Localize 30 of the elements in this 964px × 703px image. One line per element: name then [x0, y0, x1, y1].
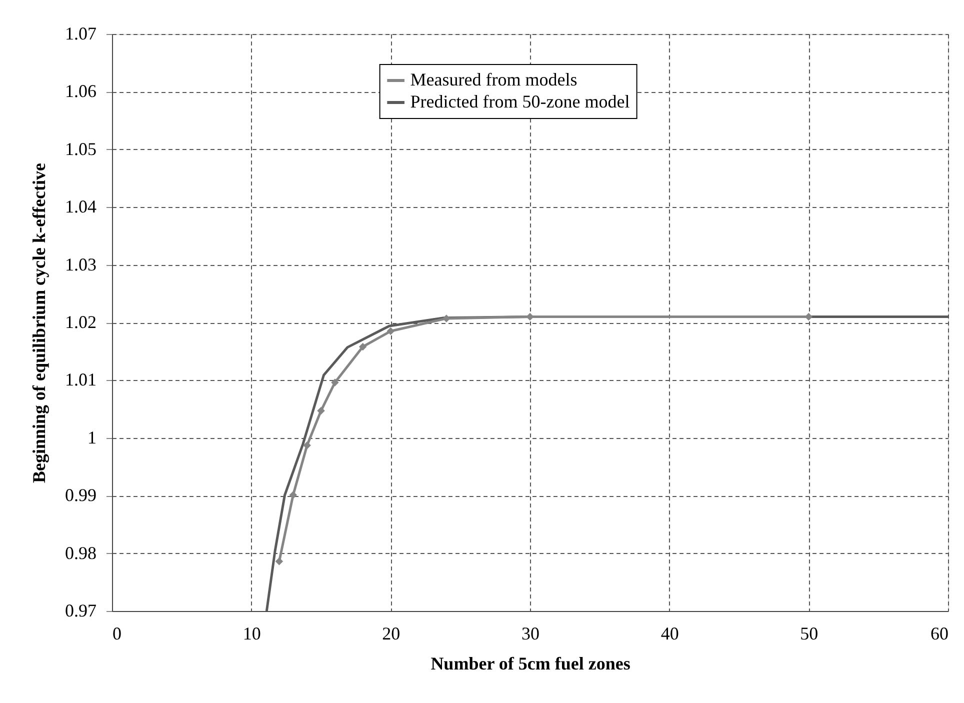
y-tick-label: 1.07 — [65, 24, 96, 44]
y-tick-label: 0.99 — [65, 485, 96, 506]
y-tick-label: 0.98 — [65, 542, 96, 563]
y-tick-label: 1.01 — [65, 370, 96, 390]
point — [358, 342, 367, 351]
x-tick-label: 60 — [930, 624, 948, 644]
x-axis-title: Number of 5cm fuel zones — [430, 654, 630, 674]
y-axis-title: Beginning of equilibrium cycle k-effective — [29, 163, 49, 483]
y-tick-label: 1 — [88, 427, 96, 448]
point — [317, 406, 325, 415]
point — [289, 491, 298, 499]
y-tick-label: 1.04 — [65, 196, 96, 217]
y-tick-label: 0.97 — [65, 600, 96, 620]
point — [442, 314, 450, 322]
x-tick-label: 40 — [660, 624, 679, 644]
x-tick-label: 10 — [242, 624, 261, 644]
x-tick-label: 0 — [112, 624, 122, 644]
legend-label: Predicted from 50-zone model — [410, 92, 630, 112]
x-tick-label: 50 — [800, 624, 818, 644]
y-tick-label: 1.02 — [65, 312, 96, 332]
legend-label: Measured from models — [410, 70, 578, 90]
y-tick-label: 1.06 — [65, 81, 96, 102]
y-tick-label: 1.05 — [65, 138, 96, 159]
y-tick-label: 1.03 — [65, 254, 96, 274]
point — [386, 327, 395, 336]
point — [331, 378, 339, 386]
x-tick-label: 30 — [522, 624, 540, 644]
x-tick-label: 20 — [382, 624, 400, 644]
point — [303, 442, 311, 450]
point — [275, 558, 284, 566]
